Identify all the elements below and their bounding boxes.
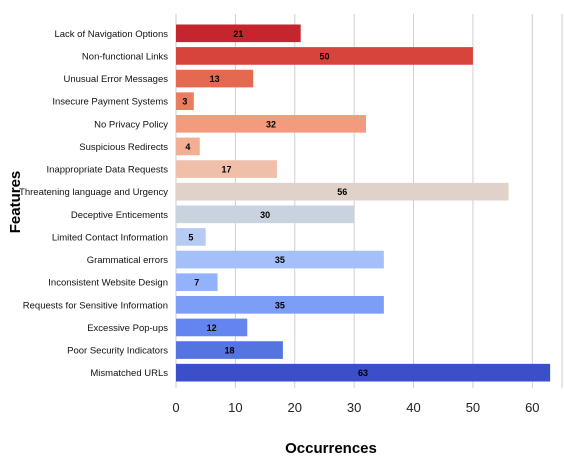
bar — [176, 69, 254, 88]
bar — [176, 341, 283, 359]
category-label: Limited Contact Information — [52, 232, 168, 243]
bar — [176, 228, 206, 246]
category-label: Lack of Navigation Options — [54, 29, 168, 40]
bars: 21 50 13 3 32 4 17 56 30 5 35 7 35 12 18 63 — [176, 24, 551, 382]
bar-value-label: 56 — [337, 187, 347, 197]
bar — [176, 250, 384, 269]
category-label: Inappropriate Data Requests — [47, 165, 169, 176]
bar — [176, 318, 248, 337]
bar — [176, 295, 384, 314]
bar-value-label: 21 — [233, 29, 243, 39]
x-tick-labels: 0 10 20 30 40 50 60 — [172, 400, 539, 415]
bar-value-label: 17 — [221, 165, 231, 175]
x-tick-label: 60 — [525, 400, 539, 415]
bar — [176, 182, 509, 201]
category-label: Poor Security Indicators — [67, 346, 168, 357]
bar-value-label: 32 — [266, 119, 276, 129]
bar — [176, 160, 277, 178]
category-label: No Privacy Policy — [94, 119, 168, 130]
bar-value-label: 12 — [207, 323, 217, 333]
bar — [176, 273, 218, 292]
x-axis-title: Occurrences — [285, 440, 377, 457]
bar-value-label: 3 — [182, 97, 187, 107]
category-label: Mismatched URLs — [90, 368, 168, 379]
bar — [176, 92, 194, 111]
y-axis-title: Features — [7, 171, 24, 234]
bar — [176, 363, 551, 382]
category-label: Grammatical errors — [87, 255, 169, 266]
category-label: Deceptive Enticements — [71, 210, 168, 221]
bar — [176, 114, 367, 133]
bar — [176, 205, 355, 224]
x-tick-label: 0 — [172, 400, 179, 415]
bar-value-label: 7 — [194, 278, 199, 288]
bar — [176, 137, 200, 156]
bar-value-label: 18 — [224, 346, 234, 356]
x-tick-label: 30 — [347, 400, 361, 415]
category-label: Inconsistent Website Design — [48, 278, 168, 289]
category-label: Suspicious Redirects — [79, 142, 168, 153]
category-label: Threatening language and Urgency — [19, 187, 168, 198]
bar-value-label: 13 — [210, 74, 220, 84]
bar-value-label: 30 — [260, 210, 270, 220]
bar — [176, 24, 301, 43]
bar-value-label: 63 — [358, 368, 368, 378]
bar-value-label: 35 — [275, 300, 285, 310]
bar — [176, 47, 473, 65]
x-tick-label: 10 — [228, 400, 242, 415]
bar-value-label: 5 — [188, 232, 193, 242]
category-label: Excessive Pop-ups — [87, 323, 168, 334]
category-label: Unusual Error Messages — [63, 74, 168, 85]
category-labels: Lack of Navigation Options Non-functional… — [19, 29, 168, 379]
category-label: Insecure Payment Systems — [52, 97, 168, 108]
bar-value-label: 35 — [275, 255, 285, 265]
category-label: Non-functional Links — [82, 51, 168, 62]
bar-value-label: 4 — [185, 142, 190, 152]
category-label: Requests for Sensitive Information — [23, 300, 168, 311]
x-tick-label: 40 — [406, 400, 420, 415]
x-tick-label: 50 — [466, 400, 480, 415]
bar-value-label: 50 — [319, 51, 329, 61]
x-tick-label: 20 — [288, 400, 302, 415]
